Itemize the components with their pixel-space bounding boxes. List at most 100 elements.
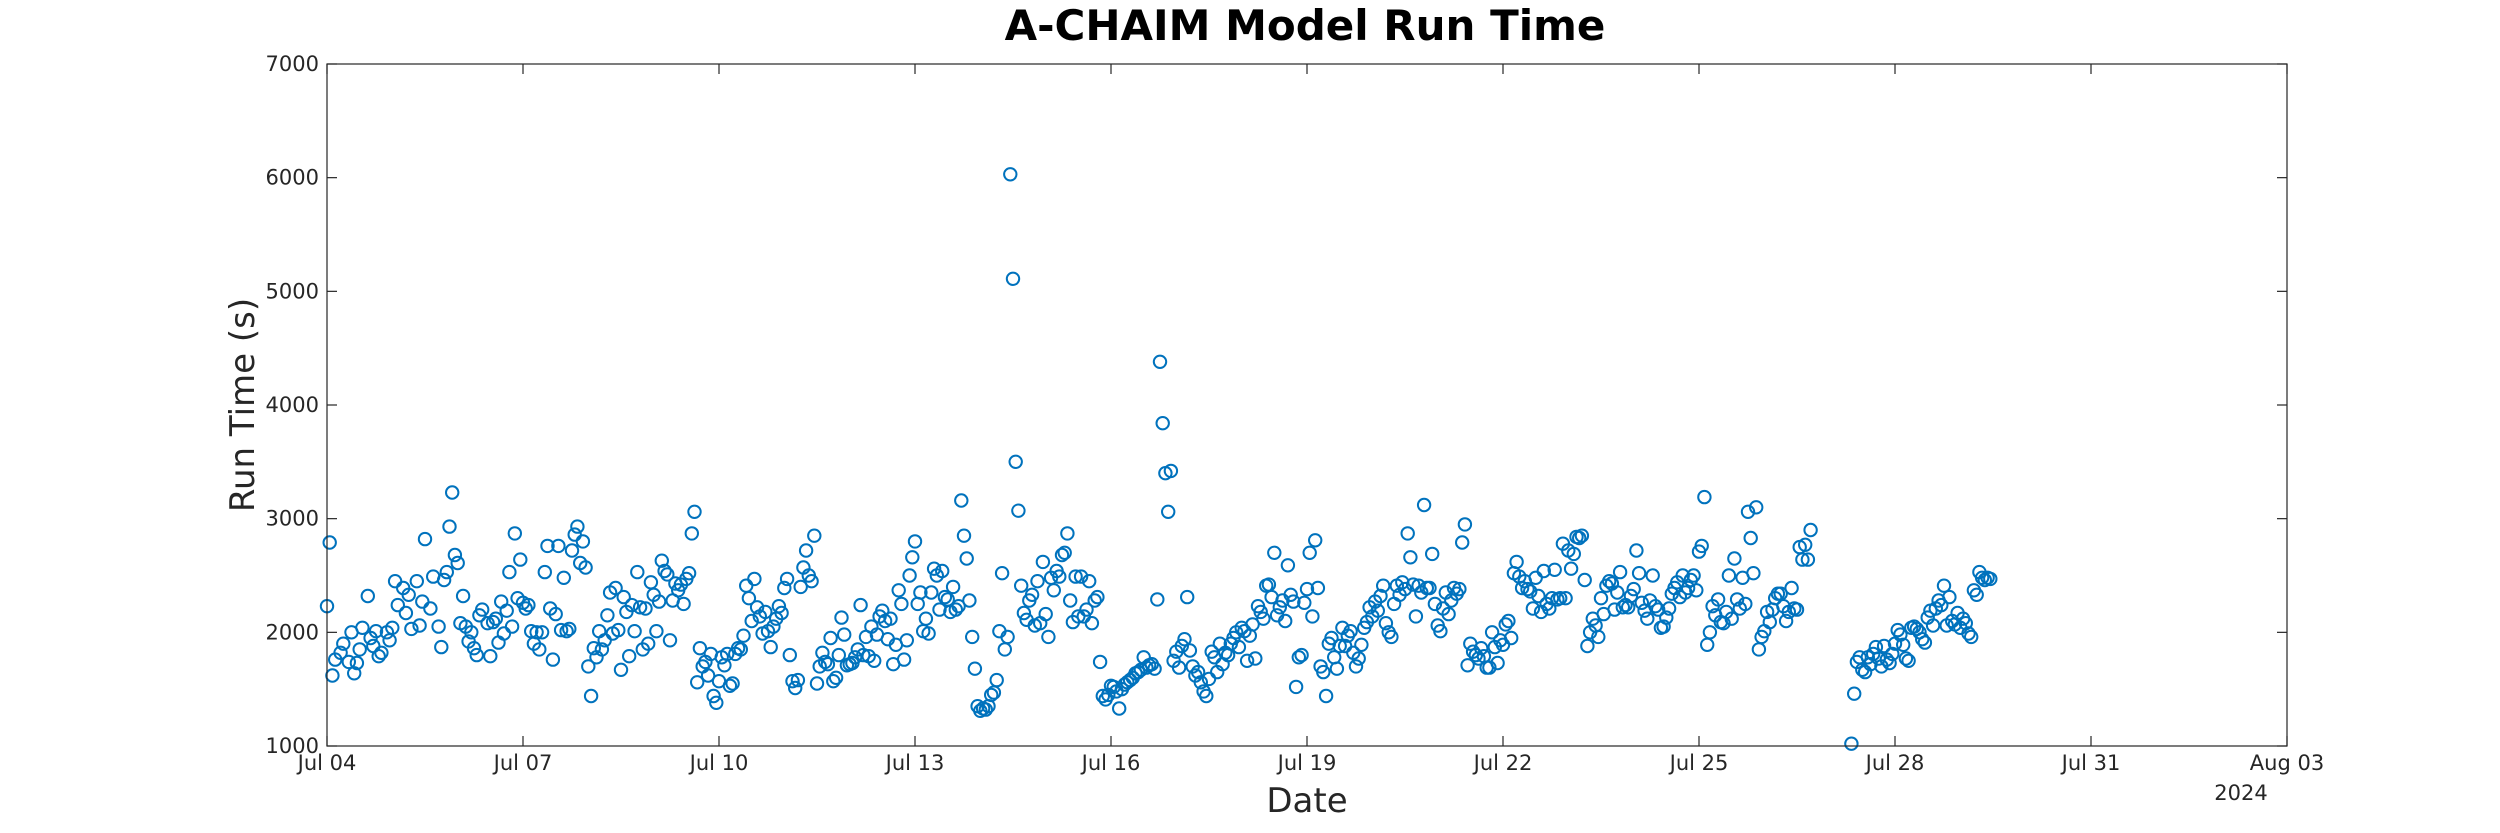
x-tick-label: Jul 25 bbox=[1668, 751, 1729, 775]
data-point bbox=[1294, 647, 1309, 663]
data-point bbox=[1005, 271, 1021, 286]
data-point bbox=[807, 528, 822, 543]
plot-frame bbox=[326, 63, 2288, 747]
data-point bbox=[325, 668, 340, 683]
data-point bbox=[1460, 658, 1475, 673]
data-point bbox=[1406, 577, 1421, 592]
data-point bbox=[1060, 526, 1075, 541]
data-point bbox=[1441, 606, 1456, 622]
data-point bbox=[1278, 613, 1293, 629]
data-point bbox=[785, 674, 800, 689]
data-point bbox=[632, 600, 648, 615]
data-point bbox=[333, 645, 348, 660]
data-point bbox=[1514, 580, 1530, 596]
data-point bbox=[899, 633, 914, 648]
data-point bbox=[553, 622, 569, 638]
data-point bbox=[924, 585, 939, 600]
data-point bbox=[793, 579, 808, 595]
data-point bbox=[1163, 463, 1179, 479]
x-axis: Jul 04 Jul 07 Jul 10 Jul 13 Jul 16 Jul 19 Jul … bbox=[296, 64, 2324, 775]
data-point bbox=[804, 574, 819, 589]
data-point bbox=[1544, 591, 1560, 606]
x-tick-label: Jul 28 bbox=[1864, 751, 1925, 775]
data-point bbox=[692, 641, 708, 656]
data-point bbox=[984, 687, 999, 703]
data-point bbox=[1710, 592, 1726, 607]
data-point bbox=[1610, 585, 1625, 600]
data-point bbox=[907, 534, 923, 549]
data-point bbox=[1416, 497, 1432, 513]
data-point bbox=[1256, 611, 1271, 626]
data-point bbox=[556, 570, 571, 585]
data-point bbox=[657, 563, 672, 579]
data-point bbox=[455, 588, 471, 604]
data-point bbox=[1523, 584, 1538, 599]
data-point bbox=[488, 611, 503, 626]
data-point bbox=[1702, 625, 1718, 640]
data-point bbox=[450, 555, 465, 571]
data-point bbox=[1474, 641, 1489, 656]
data-point bbox=[390, 597, 405, 613]
data-point bbox=[774, 605, 789, 621]
data-point bbox=[1041, 629, 1056, 645]
data-point bbox=[763, 639, 778, 655]
data-point bbox=[1011, 503, 1026, 518]
data-point bbox=[1318, 688, 1334, 704]
data-point bbox=[1299, 581, 1315, 597]
data-point bbox=[1915, 632, 1930, 647]
data-point bbox=[837, 627, 852, 642]
data-point bbox=[583, 688, 599, 704]
data-point bbox=[1038, 606, 1053, 622]
data-point bbox=[749, 600, 765, 615]
data-point bbox=[1147, 661, 1162, 676]
data-point bbox=[1008, 454, 1023, 469]
data-point bbox=[1615, 600, 1631, 615]
data-point bbox=[551, 538, 566, 554]
y-tick-label: 2000 bbox=[266, 620, 319, 644]
data-point bbox=[466, 641, 482, 656]
data-point bbox=[1155, 416, 1170, 431]
data-point bbox=[1958, 616, 1974, 631]
data-point bbox=[1190, 664, 1206, 680]
data-point bbox=[608, 580, 623, 596]
data-point bbox=[1917, 635, 1933, 650]
x-tick-label: Jul 22 bbox=[1472, 751, 1533, 775]
data-point bbox=[1174, 638, 1190, 654]
data-point bbox=[948, 602, 963, 617]
data-point bbox=[1068, 569, 1083, 584]
data-point bbox=[534, 625, 550, 640]
data-point bbox=[779, 571, 795, 587]
data-point bbox=[434, 639, 449, 655]
data-point bbox=[613, 662, 629, 677]
data-point bbox=[1082, 574, 1097, 589]
data-point bbox=[347, 666, 362, 681]
data-point bbox=[513, 552, 528, 567]
data-point bbox=[1063, 593, 1078, 608]
data-point bbox=[570, 519, 585, 534]
data-point bbox=[1942, 589, 1957, 605]
data-point bbox=[616, 589, 631, 605]
data-point bbox=[1305, 609, 1320, 624]
data-point bbox=[475, 602, 490, 617]
data-point bbox=[540, 538, 555, 554]
data-point bbox=[1847, 686, 1862, 701]
data-point bbox=[469, 647, 484, 663]
data-point bbox=[1283, 587, 1298, 602]
data-point bbox=[431, 619, 446, 634]
data-point bbox=[1925, 618, 1941, 633]
data-point bbox=[1079, 602, 1094, 617]
y-axis: 1000 2000 3000 4000 5000 6000 7000 bbox=[266, 52, 2287, 758]
y-tick-label: 6000 bbox=[266, 166, 319, 190]
y-tick-label: 1000 bbox=[266, 734, 319, 758]
data-point bbox=[1504, 630, 1519, 646]
data-point bbox=[965, 629, 980, 645]
data-point bbox=[1983, 571, 1998, 587]
data-point bbox=[1746, 566, 1761, 581]
data-point bbox=[423, 601, 438, 616]
data-point bbox=[1977, 572, 1993, 588]
data-point bbox=[349, 655, 365, 671]
data-point bbox=[1400, 526, 1415, 541]
data-point bbox=[409, 574, 424, 589]
data-point bbox=[447, 547, 463, 563]
data-point bbox=[594, 642, 610, 657]
